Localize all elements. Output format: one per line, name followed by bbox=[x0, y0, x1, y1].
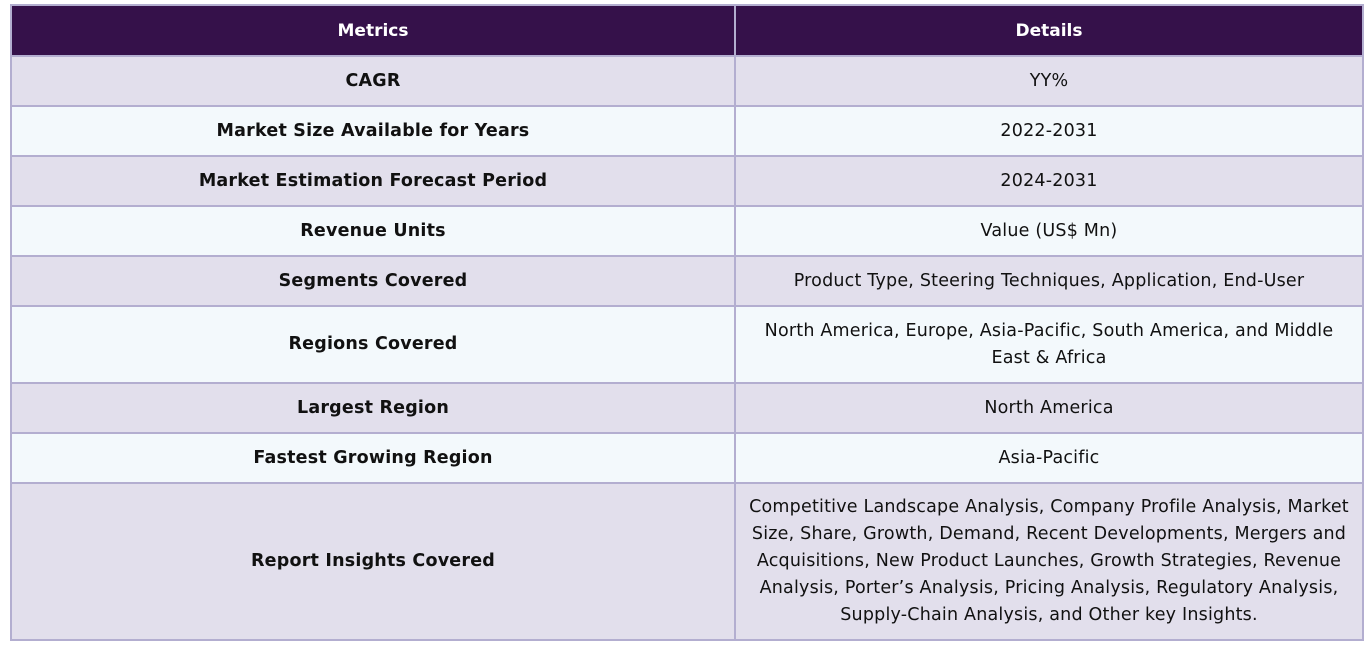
details-cell: 2022-2031 bbox=[734, 105, 1364, 157]
table-row: Report Insights Covered Competitive Land… bbox=[10, 482, 1364, 641]
metric-cell: CAGR bbox=[10, 55, 736, 107]
table-row: Largest Region North America bbox=[10, 382, 1364, 434]
table-row: Segments Covered Product Type, Steering … bbox=[10, 255, 1364, 307]
metric-cell: Market Size Available for Years bbox=[10, 105, 736, 157]
table-header-row: Metrics Details bbox=[10, 4, 1364, 57]
details-cell: Competitive Landscape Analysis, Company … bbox=[734, 482, 1364, 641]
details-cell: North America bbox=[734, 382, 1364, 434]
header-details: Details bbox=[734, 4, 1364, 57]
details-cell: 2024-2031 bbox=[734, 155, 1364, 207]
report-scope-table-container: Metrics Details CAGR YY% Market Size Ava… bbox=[10, 4, 1364, 641]
metric-cell: Market Estimation Forecast Period bbox=[10, 155, 736, 207]
metric-cell: Regions Covered bbox=[10, 305, 736, 384]
table-row: Market Estimation Forecast Period 2024-2… bbox=[10, 155, 1364, 207]
details-cell: Value (US$ Mn) bbox=[734, 205, 1364, 257]
table-row: CAGR YY% bbox=[10, 55, 1364, 107]
metric-cell: Largest Region bbox=[10, 382, 736, 434]
metric-cell: Segments Covered bbox=[10, 255, 736, 307]
details-cell: North America, Europe, Asia-Pacific, Sou… bbox=[734, 305, 1364, 384]
report-scope-table: Metrics Details CAGR YY% Market Size Ava… bbox=[10, 4, 1364, 641]
header-metrics: Metrics bbox=[10, 4, 736, 57]
table-row: Regions Covered North America, Europe, A… bbox=[10, 305, 1364, 384]
details-cell: Asia-Pacific bbox=[734, 432, 1364, 484]
metric-cell: Revenue Units bbox=[10, 205, 736, 257]
table-row: Market Size Available for Years 2022-203… bbox=[10, 105, 1364, 157]
metric-cell: Fastest Growing Region bbox=[10, 432, 736, 484]
table-row: Fastest Growing Region Asia-Pacific bbox=[10, 432, 1364, 484]
details-cell: YY% bbox=[734, 55, 1364, 107]
table-row: Revenue Units Value (US$ Mn) bbox=[10, 205, 1364, 257]
details-cell: Product Type, Steering Techniques, Appli… bbox=[734, 255, 1364, 307]
metric-cell: Report Insights Covered bbox=[10, 482, 736, 641]
